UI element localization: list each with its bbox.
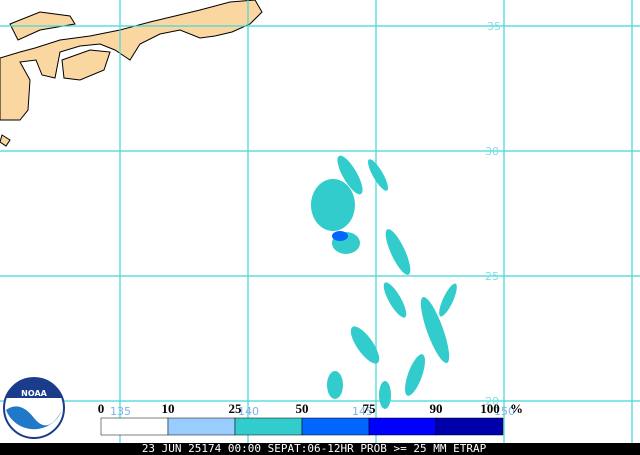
legend-label: 50 xyxy=(296,401,309,416)
legend-label: 90 xyxy=(430,401,443,416)
grid xyxy=(0,0,640,443)
lat-label: 20 xyxy=(485,395,499,408)
legend-label: 25 xyxy=(229,401,243,416)
legend-label: 75 xyxy=(363,401,377,416)
legend-unit: % xyxy=(510,401,523,416)
noaa-logo: NOAA xyxy=(3,377,65,439)
legend-label: 100 xyxy=(480,401,500,416)
lon-label: 150 xyxy=(494,405,515,418)
lat-label: 30 xyxy=(485,145,499,158)
precip-high xyxy=(332,231,348,241)
lon-label: 145 xyxy=(352,405,373,418)
footer-text: 23 JUN 25174 00:00 SEPAT:06-12HR PROB >=… xyxy=(142,442,487,455)
legend-label: 0 xyxy=(98,401,105,416)
legend-bar xyxy=(100,417,504,436)
logo-text: NOAA xyxy=(21,389,47,398)
legend-label: 10 xyxy=(162,401,175,416)
lat-label: 35 xyxy=(487,20,501,33)
footer-bar xyxy=(0,443,640,455)
lon-label: 140 xyxy=(238,405,259,418)
lat-label: 25 xyxy=(485,270,499,283)
lon-label: 135 xyxy=(110,405,131,418)
